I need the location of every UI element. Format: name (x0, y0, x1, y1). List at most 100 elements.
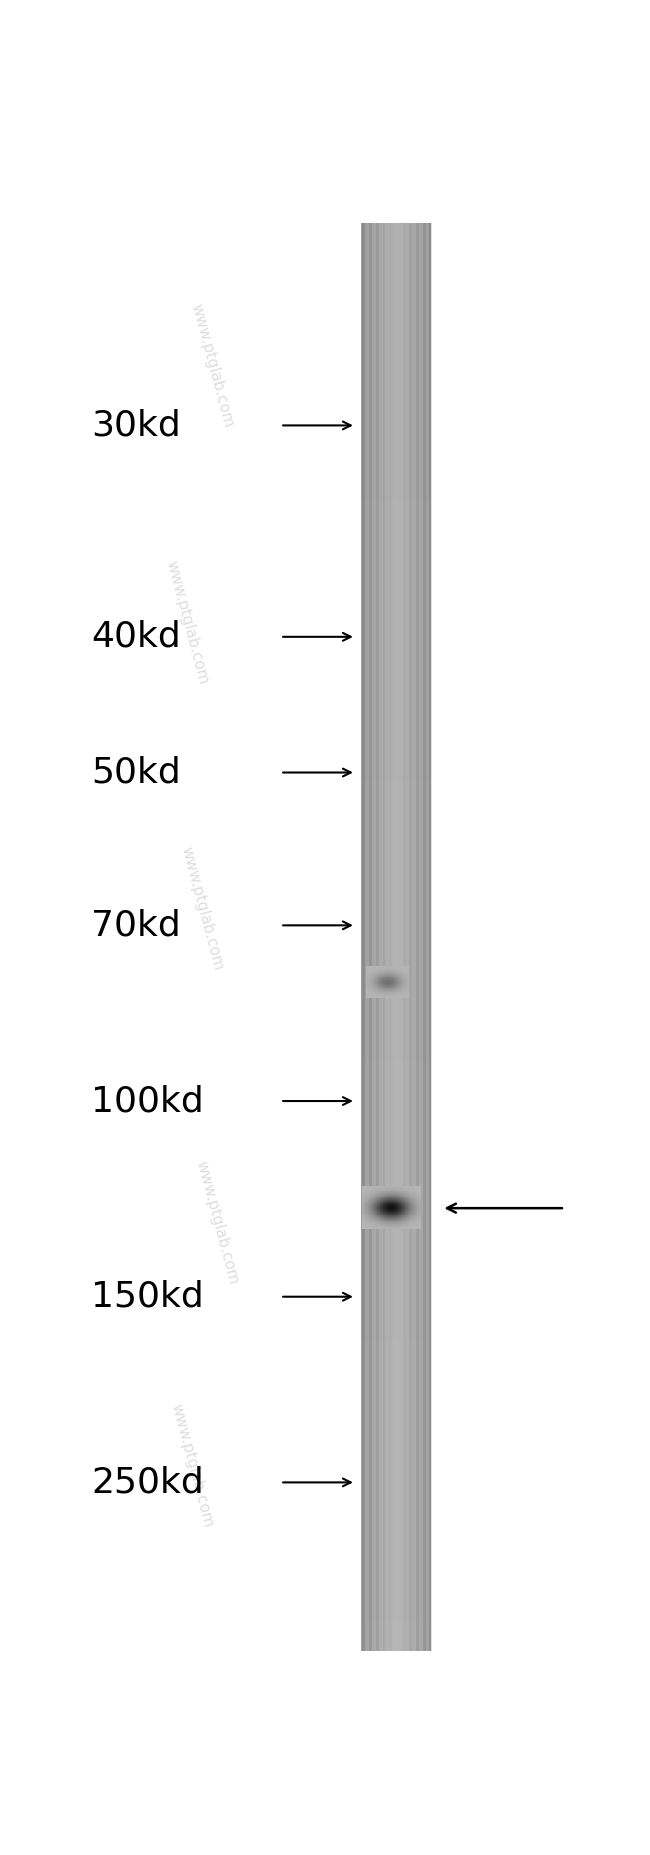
Bar (361, 866, 432, 872)
Text: 150kd: 150kd (91, 1280, 204, 1313)
Bar (361, 1269, 432, 1276)
Bar (361, 1419, 432, 1426)
Bar (361, 705, 432, 712)
Bar (388, 223, 389, 1651)
Bar (361, 1527, 432, 1532)
Bar (361, 527, 432, 532)
Bar (361, 1315, 432, 1323)
Bar (361, 445, 432, 451)
Bar (428, 223, 430, 1651)
Bar (361, 894, 432, 902)
Bar (361, 458, 432, 466)
Bar (402, 223, 404, 1651)
Bar (361, 1452, 432, 1458)
Bar (361, 1248, 432, 1254)
Bar (361, 979, 432, 987)
Bar (361, 978, 432, 983)
Bar (361, 809, 432, 816)
Bar (361, 566, 432, 573)
Bar (361, 1438, 432, 1443)
Bar (361, 601, 432, 608)
Bar (421, 223, 422, 1651)
Bar (361, 751, 432, 759)
Bar (361, 937, 432, 944)
Bar (361, 1106, 432, 1111)
Bar (361, 223, 432, 230)
Bar (380, 223, 382, 1651)
Bar (361, 473, 432, 480)
Bar (361, 310, 432, 315)
Text: www.ptglab.com: www.ptglab.com (178, 844, 226, 972)
Bar (361, 1130, 432, 1137)
Bar (361, 701, 432, 709)
Bar (361, 263, 432, 269)
Bar (361, 1137, 432, 1145)
Bar (361, 1009, 432, 1015)
Bar (361, 844, 432, 851)
Bar (361, 1063, 432, 1068)
Bar (385, 223, 387, 1651)
Bar (361, 1180, 432, 1187)
Bar (413, 223, 415, 1651)
Bar (361, 697, 432, 705)
Bar (429, 223, 431, 1651)
Bar (361, 1234, 432, 1241)
Bar (361, 1195, 432, 1200)
Bar (361, 666, 432, 673)
Bar (361, 542, 432, 547)
Bar (361, 709, 432, 716)
Bar (361, 1133, 432, 1141)
Bar (361, 466, 432, 473)
Bar (361, 377, 432, 384)
Bar (422, 223, 424, 1651)
Bar (361, 874, 432, 879)
Bar (361, 781, 432, 787)
Bar (361, 983, 432, 991)
Bar (361, 1462, 432, 1469)
Bar (361, 1109, 432, 1115)
Bar (361, 403, 432, 408)
Text: 30kd: 30kd (91, 408, 181, 443)
Bar (361, 1028, 432, 1033)
Bar (361, 801, 432, 809)
Bar (365, 223, 367, 1651)
Bar (394, 223, 395, 1651)
Bar (361, 744, 432, 751)
Bar (361, 319, 432, 326)
Bar (408, 223, 410, 1651)
Bar (361, 345, 432, 351)
Bar (361, 627, 432, 633)
Bar (424, 223, 426, 1651)
Bar (361, 994, 432, 1002)
Bar (407, 223, 408, 1651)
Bar (361, 774, 432, 779)
Bar (361, 352, 432, 358)
Bar (361, 905, 432, 913)
Bar (361, 944, 432, 952)
Bar (361, 1291, 432, 1297)
Bar (361, 334, 432, 341)
Bar (361, 638, 432, 644)
Bar (395, 223, 396, 1651)
Bar (361, 1202, 432, 1208)
Bar (361, 1094, 432, 1102)
Bar (361, 373, 432, 380)
Bar (361, 1302, 432, 1308)
Bar (361, 1113, 432, 1119)
Bar (361, 1477, 432, 1484)
Bar (361, 840, 432, 848)
Bar (361, 642, 432, 647)
Bar (361, 523, 432, 531)
Bar (361, 577, 432, 582)
Bar (361, 1067, 432, 1072)
Bar (361, 545, 432, 551)
Bar (361, 1048, 432, 1055)
Bar (361, 534, 432, 540)
Bar (361, 1237, 432, 1245)
Bar (361, 794, 432, 801)
Bar (368, 223, 370, 1651)
Bar (361, 1504, 432, 1512)
Bar (415, 223, 417, 1651)
Bar (361, 1152, 432, 1158)
Bar (361, 326, 432, 334)
